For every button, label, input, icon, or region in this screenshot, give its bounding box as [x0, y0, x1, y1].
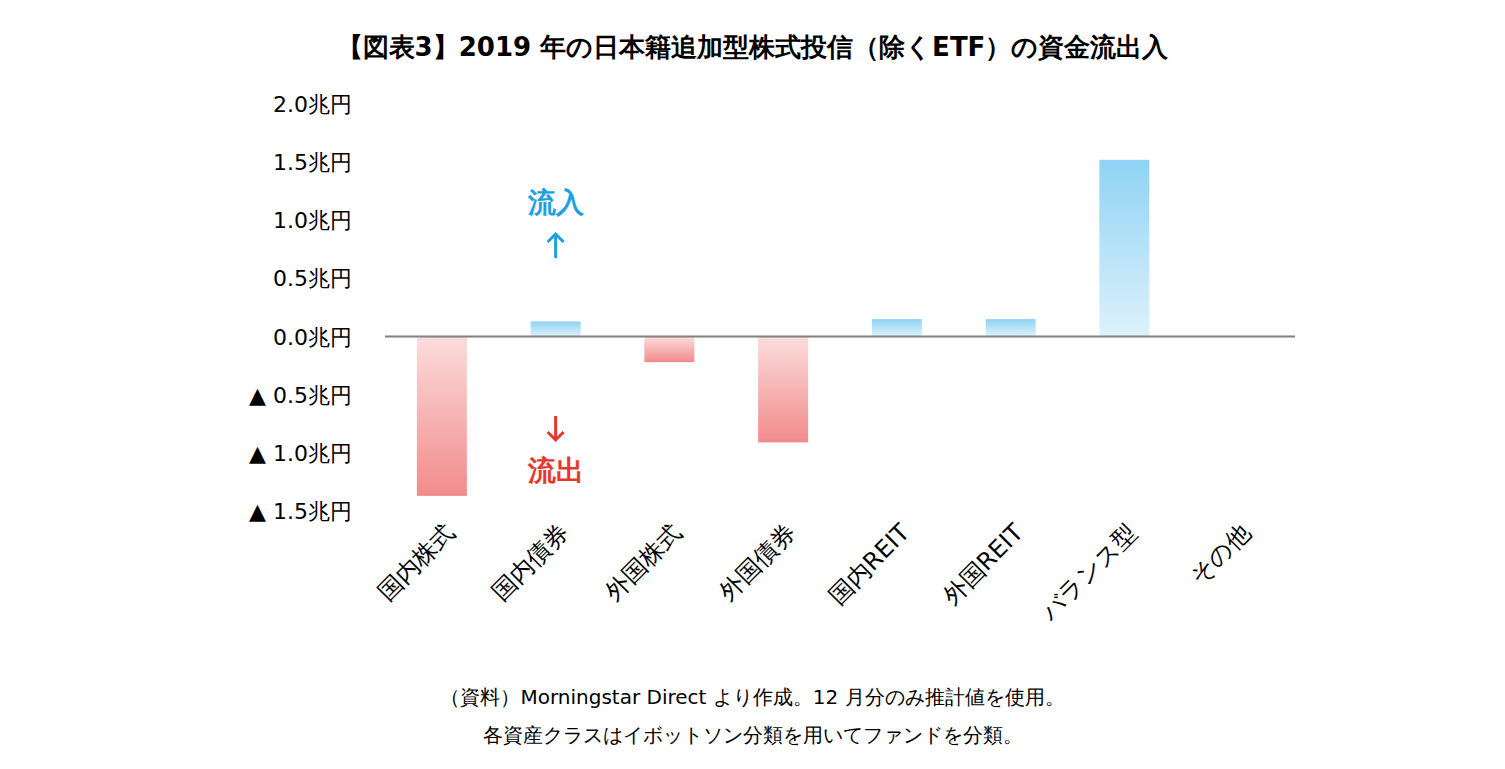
annotation: 流出	[527, 454, 584, 487]
annotation: 流入	[527, 186, 585, 219]
bar	[644, 337, 694, 363]
x-tick-label: 国内REIT	[823, 518, 915, 610]
y-tick-label: 1.0兆円	[273, 208, 352, 233]
annotation-arrow	[554, 234, 557, 258]
x-tick-label: 外国REIT	[937, 518, 1029, 610]
y-tick-label: ▲ 1.5兆円	[249, 499, 352, 524]
y-tick-label: ▲ 1.0兆円	[249, 441, 352, 466]
annotation-arrow	[554, 416, 557, 440]
y-tick-label: 0.5兆円	[273, 266, 352, 291]
bar	[758, 337, 808, 443]
y-tick-label: 0.0兆円	[273, 325, 352, 350]
bar	[1099, 160, 1149, 337]
title: 【図表3】2019 年の日本籍追加型株式投信（除くETF）の資金流出入	[337, 32, 1170, 62]
y-tick-label: ▲ 0.5兆円	[249, 383, 352, 408]
annotation-arrow-head	[548, 234, 564, 242]
bar	[417, 337, 467, 496]
x-tick-label: 国内株式	[372, 518, 460, 606]
zero-axis	[385, 336, 1295, 338]
bar	[986, 319, 1036, 336]
bars	[417, 160, 1150, 496]
chart: 【図表3】2019 年の日本籍追加型株式投信（除くETF）の資金流出入 2.0兆円…	[0, 0, 1505, 769]
annotation-arrow-head	[548, 432, 564, 440]
note: 各資産クラスはイボットソン分類を用いてファンドを分類。	[483, 723, 1023, 747]
y-tick-label: 1.5兆円	[273, 150, 352, 175]
note: （資料）Morningstar Direct より作成。12 月分のみ推計値を使…	[440, 685, 1064, 709]
bar	[531, 321, 581, 336]
x-tick-label: バランス型	[1034, 518, 1142, 626]
x-tick-label: 国内債券	[486, 518, 574, 606]
y-tick-label: 2.0兆円	[273, 92, 352, 117]
x-tick-label: 外国債券	[714, 518, 802, 606]
bar	[872, 319, 922, 336]
x-tick-label: 外国株式	[600, 518, 688, 606]
x-tick-label: その他	[1184, 518, 1256, 590]
